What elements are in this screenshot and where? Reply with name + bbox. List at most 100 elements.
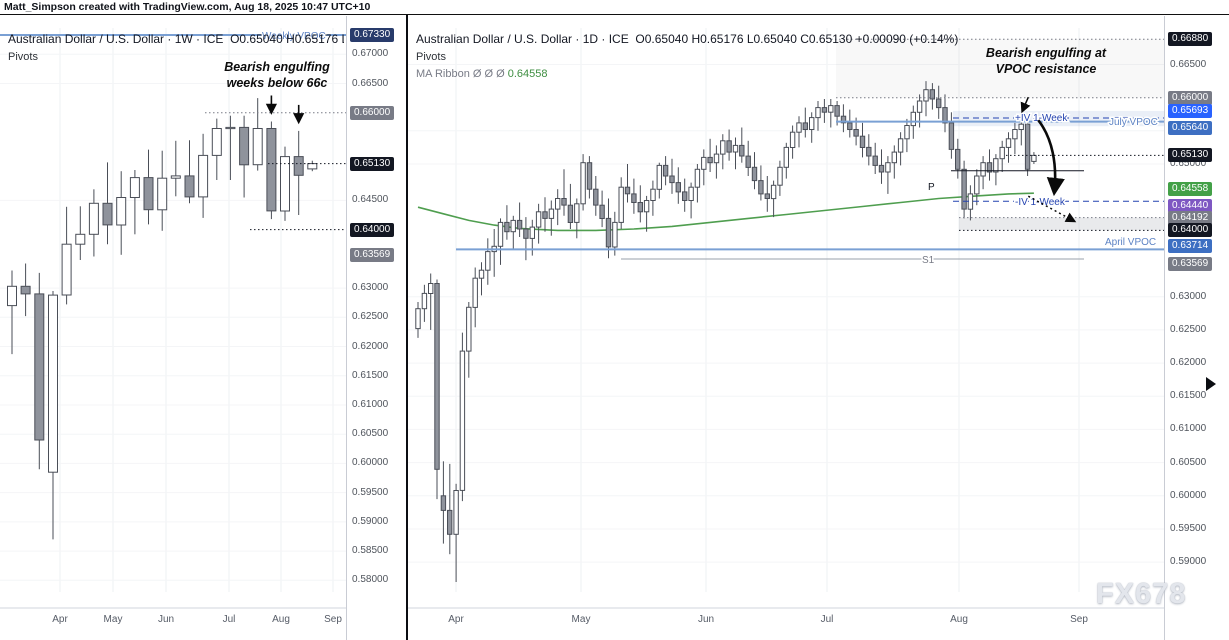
target-zone xyxy=(959,217,1164,231)
candle xyxy=(802,122,809,131)
ma-ribbon-line xyxy=(417,192,1034,232)
candle xyxy=(669,175,675,184)
candle xyxy=(662,164,669,177)
price-axis-tick: 0.62500 xyxy=(352,311,389,323)
candle xyxy=(523,228,529,239)
candle xyxy=(936,98,942,109)
price-badge-ma-ribbon-value: 0.64558 xyxy=(1168,182,1213,197)
candle xyxy=(225,126,236,130)
candle xyxy=(643,200,650,213)
axis-scroll-arrow-icon[interactable] xyxy=(1206,377,1216,391)
candle xyxy=(561,198,567,206)
candle xyxy=(777,166,783,186)
candle xyxy=(440,495,447,511)
price-badge-s1-weekly: 0.63569 xyxy=(350,247,395,262)
candle xyxy=(631,193,637,203)
1D-chart-canvas[interactable]: Apr May Jun Jul Aug Sep +IV 1-Week July VPOC P -I… xyxy=(408,16,1164,640)
price-badge-current-price: 0.65130 xyxy=(1168,148,1213,163)
time-axis-label: Sep xyxy=(1070,614,1088,625)
weekly-chart-title[interactable]: Australian Dollar / U.S. Dollar · 1W · I… xyxy=(8,32,344,46)
candle xyxy=(821,107,828,113)
weekly-chart-header: Australian Dollar / U.S. Dollar · 1W · I… xyxy=(8,32,344,63)
level-label-july-vpoc: July VPOC xyxy=(1109,117,1158,128)
candle xyxy=(751,166,758,182)
price-axis-tick: 0.58500 xyxy=(352,545,389,557)
candle xyxy=(726,140,732,153)
candle xyxy=(701,156,707,170)
time-axis-label: Sep xyxy=(324,614,342,625)
level-label-minus-iv-1week: -IV 1-Week xyxy=(1015,197,1066,208)
candle xyxy=(555,198,561,210)
price-axis-tick: 0.62000 xyxy=(352,340,389,352)
candle xyxy=(910,111,917,127)
candle xyxy=(872,155,878,166)
candle xyxy=(593,188,599,206)
ohlc-values: O0.65040 H0.65176 L0.65040 C0.65130 +0.0… xyxy=(635,32,959,46)
candle xyxy=(770,184,777,200)
weekly-price-axis[interactable]: 0.67000 0.66500 0.64500 0.63000 0.62500 0.620… xyxy=(346,16,406,640)
watermark: FX678 xyxy=(1096,578,1187,610)
candle xyxy=(783,146,790,168)
price-axis-tick: 0.59000 xyxy=(1170,556,1207,568)
candle xyxy=(948,122,955,150)
daily-chart-title[interactable]: Australian Dollar / U.S. Dollar · 1D · I… xyxy=(416,32,1156,46)
ma-ribbon-indicator-label[interactable]: MA Ribbon Ø Ø Ø 0.64558 xyxy=(416,68,548,80)
candle xyxy=(239,126,250,166)
price-badge-66c-level: 0.66000 xyxy=(1168,90,1213,105)
pivots-indicator-label[interactable]: Pivots xyxy=(8,51,38,63)
ohlc-values: O0.65040 H0.65176 L0.65040 C0.65130 xyxy=(230,32,344,46)
price-axis-tick: 0.61000 xyxy=(352,399,389,410)
candle xyxy=(605,217,612,248)
candle xyxy=(682,191,688,201)
weekly-chart-panel[interactable]: Apr May Jun Jul Aug Sep Weekly VPOC Australian… xyxy=(0,16,346,640)
daily-chart-panel[interactable]: Apr May Jun Jul Aug Sep +IV 1-Week July VPOC P -I… xyxy=(408,16,1164,640)
candle xyxy=(184,175,195,198)
level-label-april-vpoc: April VPOC xyxy=(1105,237,1156,248)
price-badge-66c-level: 0.66000 xyxy=(350,105,395,120)
candle xyxy=(688,186,694,201)
candle xyxy=(116,197,127,226)
time-axis-label: Apr xyxy=(52,614,68,625)
time-axis-label: Jun xyxy=(158,614,174,625)
panel-divider[interactable] xyxy=(406,15,408,640)
candle xyxy=(143,177,154,211)
candle xyxy=(428,283,434,294)
candle xyxy=(516,219,523,230)
candle xyxy=(1031,154,1037,162)
candle xyxy=(88,202,99,235)
price-axis-tick: 0.64500 xyxy=(352,194,389,206)
candle xyxy=(535,211,542,228)
pivots-indicator-label[interactable]: Pivots xyxy=(416,51,446,63)
candle xyxy=(574,203,580,223)
candle xyxy=(986,162,993,173)
credit-text: Matt_Simpson created with TradingView.co… xyxy=(4,1,371,13)
daily-price-axis[interactable]: 0.665000.655000.650000.630000.625000.620… xyxy=(1164,16,1229,640)
price-axis-tick: 0.60500 xyxy=(1170,456,1207,468)
price-axis-tick: 0.61500 xyxy=(1170,390,1207,402)
candle xyxy=(211,128,222,156)
1W-chart-canvas[interactable]: Apr May Jun Jul Aug Sep Weekly VPOC xyxy=(0,16,346,640)
candle xyxy=(732,144,739,153)
candle xyxy=(567,204,574,223)
candle xyxy=(1018,123,1024,130)
candle xyxy=(599,204,605,219)
candle xyxy=(624,186,631,195)
candle xyxy=(961,168,967,210)
candle xyxy=(61,243,72,296)
candle xyxy=(955,148,961,170)
candle xyxy=(48,294,58,473)
candle xyxy=(266,128,277,212)
candle xyxy=(1005,138,1012,148)
candle xyxy=(307,163,318,170)
candle xyxy=(675,182,682,193)
candle xyxy=(885,162,891,173)
candle xyxy=(847,122,853,131)
level-label-pivot-s1: S1 xyxy=(922,255,935,266)
candle xyxy=(993,158,999,173)
candle xyxy=(828,105,834,113)
price-axis-tick: 0.60000 xyxy=(1170,489,1207,501)
price-badge-64c-support: 0.64000 xyxy=(1168,223,1213,238)
candle xyxy=(789,131,796,148)
price-axis-tick: 0.58000 xyxy=(352,574,389,586)
candle xyxy=(650,188,656,201)
